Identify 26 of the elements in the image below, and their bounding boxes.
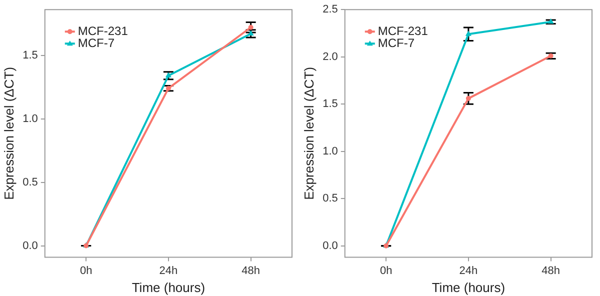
x-tick-label: 0h (380, 264, 392, 277)
x-tick-label: 0h (80, 264, 92, 277)
y-tick-label: 2.0 (322, 50, 338, 63)
y-tick-label: 1.5 (22, 49, 38, 62)
x-axis-title: Time (hours) (132, 280, 206, 295)
legend-label: MCF-231 (78, 24, 128, 38)
y-tick-label: 0.5 (322, 192, 338, 205)
y-tick-label: 2.5 (322, 4, 338, 16)
y-tick-label: 1.0 (322, 145, 338, 158)
legend-label: MCF-7 (78, 36, 115, 50)
x-tick-label: 24h (159, 264, 178, 277)
y-tick-label: 0.0 (22, 240, 38, 252)
x-axis-title: Time (hours) (432, 280, 506, 295)
point (166, 86, 171, 91)
y-tick-label: 1.0 (22, 112, 38, 125)
y-axis-title: Expression level (ΔCT) (1, 66, 16, 200)
x-tick-label: 24h (459, 264, 478, 277)
legend-label: MCF-231 (378, 24, 428, 38)
x-tick-label: 48h (242, 264, 260, 277)
point (548, 53, 554, 58)
y-tick-label: 0.0 (322, 240, 338, 252)
legend-label: MCF-7 (378, 36, 415, 50)
x-tick-label: 48h (542, 264, 560, 277)
y-tick-label: 0.5 (22, 176, 38, 188)
y-tick-label: 1.5 (322, 98, 338, 110)
y-axis-title: Expression level (ΔCT) (301, 66, 316, 200)
